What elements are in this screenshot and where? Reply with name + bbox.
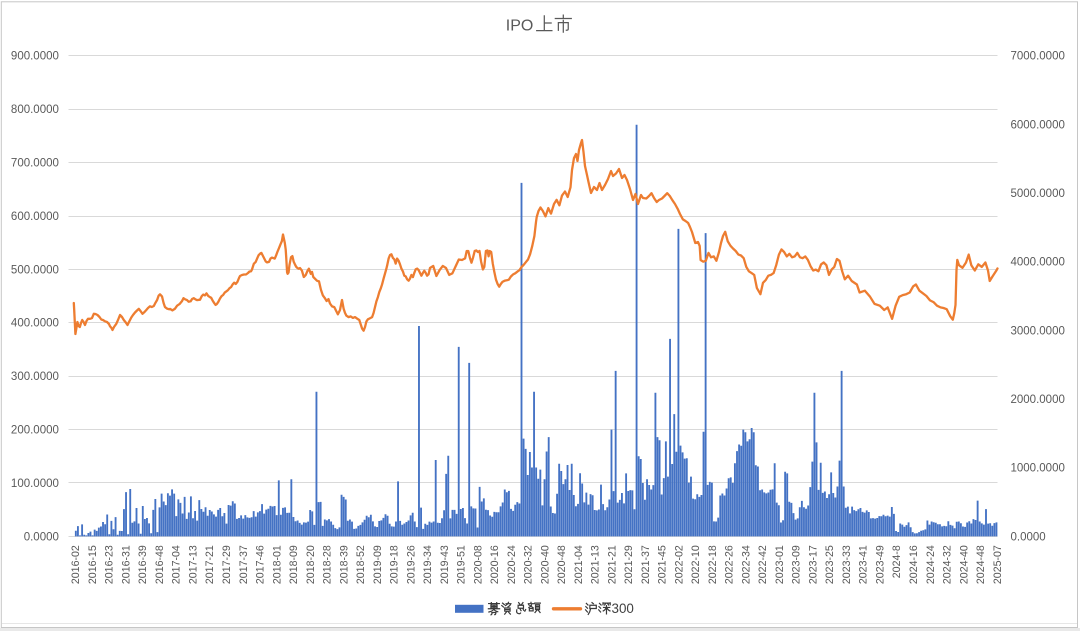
svg-text:2021-13: 2021-13 [590, 545, 602, 584]
svg-text:2019-26: 2019-26 [405, 545, 417, 584]
svg-text:2017-29: 2017-29 [221, 545, 233, 584]
svg-text:300: 300 [612, 601, 634, 616]
svg-text:2022-18: 2022-18 [707, 545, 719, 584]
svg-text:2024-24: 2024-24 [925, 545, 937, 584]
svg-text:2021-45: 2021-45 [657, 545, 669, 584]
svg-text:2023-01: 2023-01 [774, 545, 786, 584]
svg-text:6000.0000: 6000.0000 [1011, 119, 1065, 131]
svg-text:2024-40: 2024-40 [958, 545, 970, 584]
svg-text:2017-46: 2017-46 [255, 545, 267, 584]
svg-text:2018-52: 2018-52 [355, 545, 367, 584]
svg-text:2017-21: 2017-21 [204, 545, 216, 584]
svg-text:2021-29: 2021-29 [623, 545, 635, 584]
svg-text:900.0000: 900.0000 [11, 51, 59, 63]
svg-text:2023-09: 2023-09 [791, 545, 803, 584]
svg-text:2023-41: 2023-41 [858, 545, 870, 584]
svg-text:2022-42: 2022-42 [757, 545, 769, 584]
svg-text:IPO: IPO [506, 17, 534, 34]
svg-text:2016-02: 2016-02 [70, 545, 82, 584]
svg-text:2016-23: 2016-23 [104, 545, 116, 584]
svg-text:2022-34: 2022-34 [740, 545, 752, 584]
svg-text:0.0000: 0.0000 [1011, 531, 1046, 543]
svg-text:2021-37: 2021-37 [640, 545, 652, 584]
svg-text:2016-31: 2016-31 [121, 545, 133, 584]
svg-text:500.0000: 500.0000 [11, 264, 59, 276]
svg-text:5000.0000: 5000.0000 [1011, 188, 1065, 200]
svg-text:2020-32: 2020-32 [523, 545, 535, 584]
svg-text:4000.0000: 4000.0000 [1011, 257, 1065, 269]
svg-text:2022-02: 2022-02 [673, 545, 685, 584]
svg-text:2020-48: 2020-48 [556, 545, 568, 584]
svg-text:2022-26: 2022-26 [724, 545, 736, 584]
svg-text:2022-10: 2022-10 [690, 545, 702, 584]
svg-text:2017-04: 2017-04 [171, 545, 183, 584]
svg-text:100.0000: 100.0000 [11, 478, 59, 490]
svg-text:2020-08: 2020-08 [472, 545, 484, 584]
svg-text:400.0000: 400.0000 [11, 318, 59, 330]
svg-text:2024-8: 2024-8 [891, 545, 903, 578]
svg-text:200.0000: 200.0000 [11, 425, 59, 437]
svg-text:2020-16: 2020-16 [489, 545, 501, 584]
svg-text:2019-51: 2019-51 [456, 545, 468, 584]
svg-text:2018-39: 2018-39 [338, 545, 350, 584]
svg-text:2016-39: 2016-39 [137, 545, 149, 584]
svg-text:2023-17: 2023-17 [808, 545, 820, 584]
svg-text:2016-48: 2016-48 [154, 545, 166, 584]
svg-text:2024-16: 2024-16 [908, 545, 920, 584]
svg-text:2019-09: 2019-09 [372, 545, 384, 584]
svg-text:2017-37: 2017-37 [238, 545, 250, 584]
svg-text:2016-15: 2016-15 [87, 545, 99, 584]
svg-text:2018-09: 2018-09 [288, 545, 300, 584]
svg-text:2018-01: 2018-01 [271, 545, 283, 584]
svg-text:800.0000: 800.0000 [11, 104, 59, 116]
svg-text:2021-04: 2021-04 [573, 545, 585, 584]
svg-text:2018-20: 2018-20 [305, 545, 317, 584]
svg-text:600.0000: 600.0000 [11, 211, 59, 223]
svg-text:2019-43: 2019-43 [439, 545, 451, 584]
svg-text:2024-48: 2024-48 [975, 545, 987, 584]
svg-text:7000.0000: 7000.0000 [1011, 51, 1065, 63]
svg-text:2023-33: 2023-33 [841, 545, 853, 584]
svg-text:2019-18: 2019-18 [389, 545, 401, 584]
svg-text:0.0000: 0.0000 [24, 531, 59, 543]
svg-text:2023-49: 2023-49 [875, 545, 887, 584]
svg-text:700.0000: 700.0000 [11, 158, 59, 170]
svg-text:2025-07: 2025-07 [992, 545, 1004, 584]
svg-text:2000.0000: 2000.0000 [1011, 394, 1065, 406]
svg-text:2020-24: 2020-24 [506, 545, 518, 584]
svg-text:300.0000: 300.0000 [11, 371, 59, 383]
svg-text:2020-40: 2020-40 [539, 545, 551, 584]
svg-text:1000.0000: 1000.0000 [1011, 463, 1065, 475]
svg-text:3000.0000: 3000.0000 [1011, 325, 1065, 337]
svg-text:2017-13: 2017-13 [188, 545, 200, 584]
svg-text:2021-21: 2021-21 [606, 545, 618, 584]
svg-text:2019-34: 2019-34 [422, 545, 434, 584]
svg-text:2018-28: 2018-28 [322, 545, 334, 584]
svg-text:2024-32: 2024-32 [942, 545, 954, 584]
svg-text:2023-25: 2023-25 [824, 545, 836, 584]
